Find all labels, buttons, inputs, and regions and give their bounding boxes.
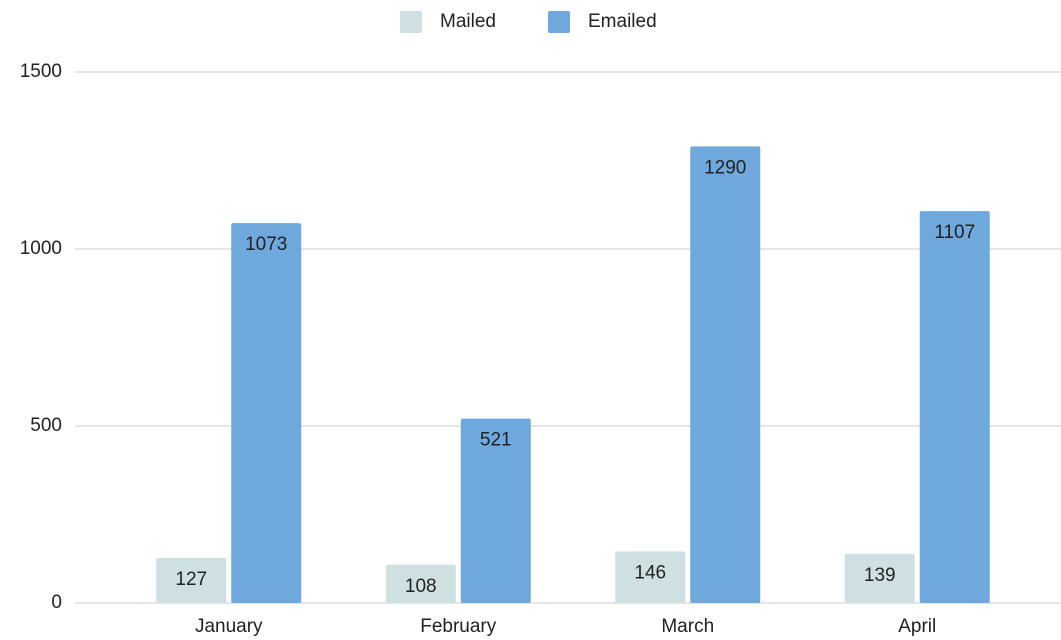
legend-swatch: [548, 11, 570, 33]
bar: [460, 418, 531, 603]
y-tick-label: 0: [51, 592, 62, 613]
data-label: 146: [634, 562, 666, 583]
y-tick-label: 1000: [20, 238, 62, 259]
bar: [919, 211, 990, 603]
data-label: 1073: [245, 234, 287, 255]
x-tick-label: April: [898, 616, 936, 637]
data-label: 521: [480, 430, 512, 451]
bar: [385, 564, 456, 603]
bar: [231, 223, 302, 603]
legend-label: Emailed: [588, 11, 657, 32]
x-tick-label: January: [195, 616, 263, 637]
bar: [615, 551, 686, 603]
x-tick-label: February: [420, 616, 497, 637]
data-label: 1290: [704, 157, 746, 178]
bar: [156, 558, 227, 603]
data-label: 139: [864, 565, 896, 586]
data-label: 108: [405, 576, 437, 597]
legend-label: Mailed: [440, 11, 496, 32]
data-label: 127: [175, 569, 207, 590]
data-label: 1107: [934, 222, 975, 243]
x-tick-label: March: [661, 616, 714, 637]
y-tick-label: 1500: [20, 61, 62, 82]
y-tick-label: 500: [30, 415, 62, 436]
bar: [690, 146, 761, 603]
bar: [844, 553, 915, 603]
legend-swatch: [400, 11, 422, 33]
